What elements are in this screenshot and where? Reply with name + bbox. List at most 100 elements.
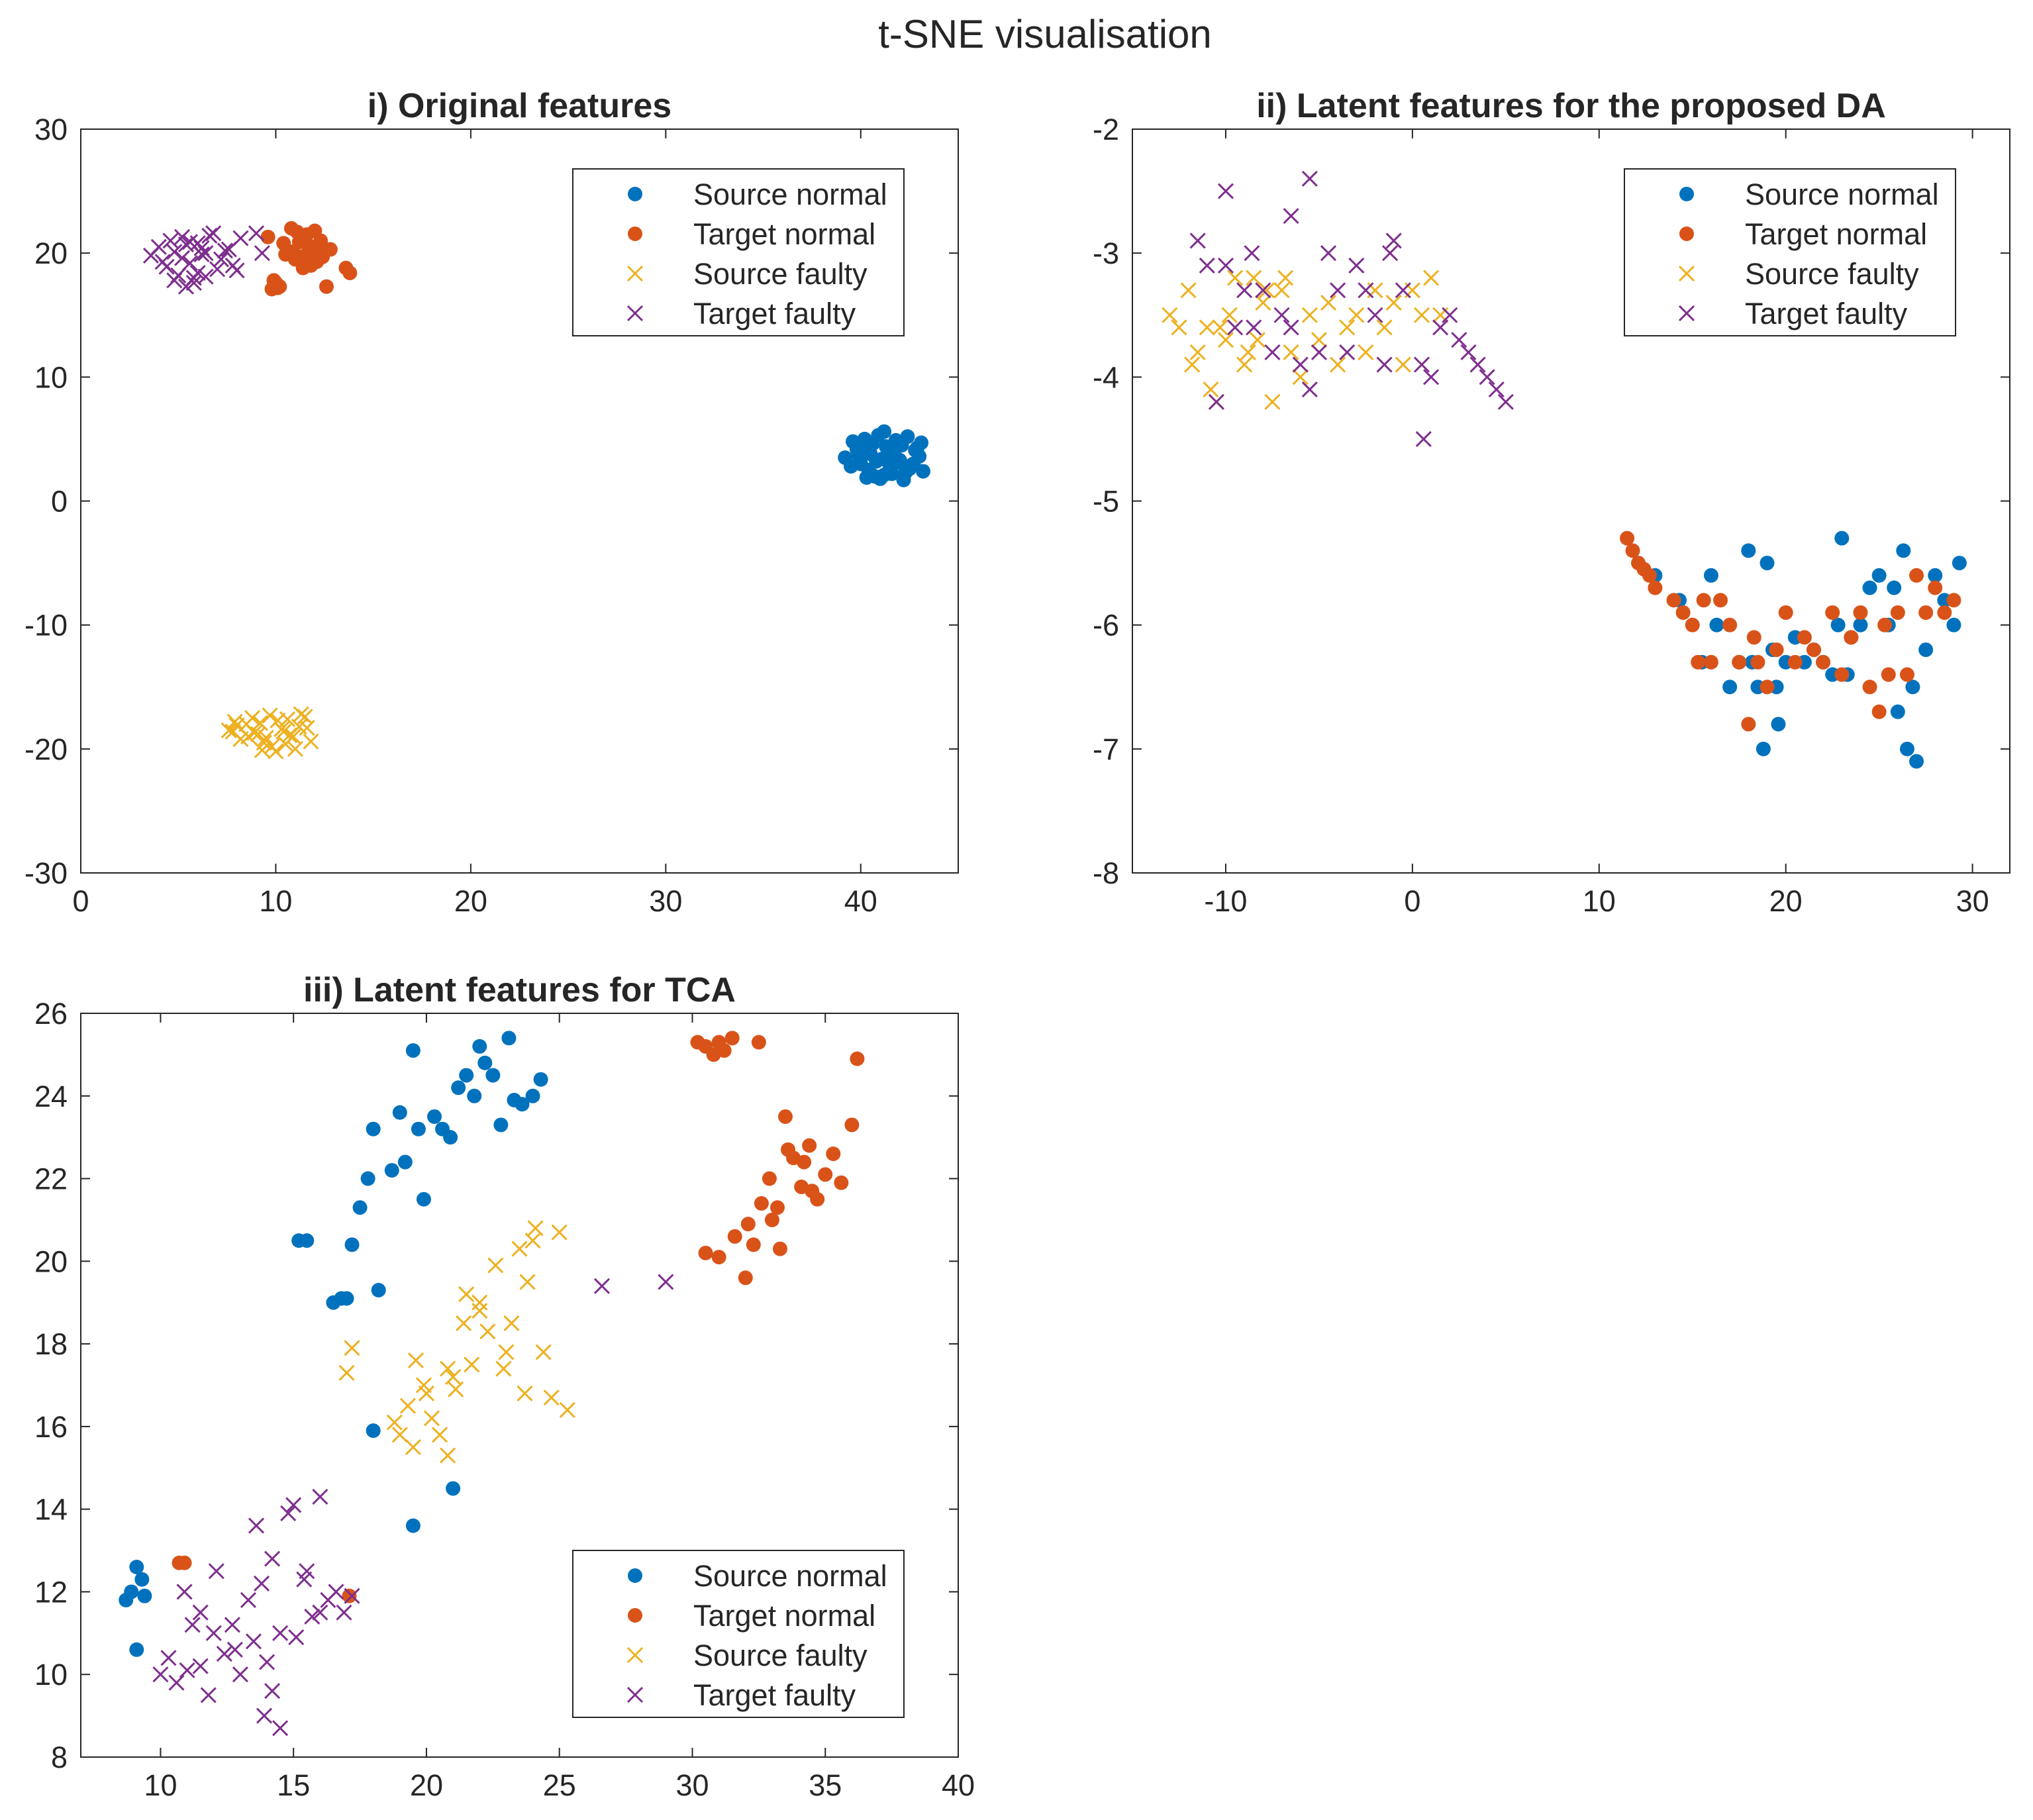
target-faulty-point <box>299 1563 315 1580</box>
target-normal-point <box>270 280 285 295</box>
target-faulty-point <box>344 1588 360 1604</box>
target-normal-point <box>1862 680 1877 695</box>
source-faulty-point <box>543 1390 560 1406</box>
source-faulty-point <box>386 1414 403 1431</box>
legend-label-source-faulty: Source faulty <box>693 1639 868 1672</box>
source-normal-point <box>443 1130 458 1145</box>
y-tick-label: -20 <box>25 733 68 766</box>
legend-box <box>572 1550 905 1718</box>
source-faulty-point <box>1376 319 1393 336</box>
source-normal-point <box>1909 754 1924 769</box>
target-faulty-point <box>256 1707 273 1724</box>
panel-original-features: 0 10 20 30 40 -30 -20 -10 0 10 20 30 i) Original fea… <box>25 87 959 918</box>
source-faulty-point <box>1255 294 1271 311</box>
x-tick-label: 30 <box>675 1768 709 1802</box>
source-faulty-point <box>277 736 294 752</box>
source-faulty-point <box>495 1360 512 1377</box>
target-faulty-point <box>150 238 167 255</box>
target-normal-point <box>738 1270 753 1286</box>
target-normal-point <box>772 1241 787 1256</box>
source-faulty-point <box>448 1381 464 1397</box>
source-faulty-point <box>1171 319 1187 336</box>
source-faulty-point <box>1258 282 1275 299</box>
axes-box <box>80 1013 959 1758</box>
y-tick-label: 20 <box>34 236 68 270</box>
x-tick-label: 25 <box>543 1768 576 1802</box>
source-faulty-point <box>221 722 237 738</box>
source-normal-point <box>134 1572 150 1587</box>
panel-latent-features-tca: 10 15 20 25 30 35 40 8 10 12 14 16 18 20 22 24 26 iii) La… <box>34 971 975 1802</box>
target-faulty-point <box>1246 319 1262 336</box>
target-faulty-point <box>1255 282 1271 299</box>
target-normal-point <box>1722 617 1738 632</box>
y-tick-label: 12 <box>34 1575 68 1609</box>
target-normal-point <box>850 1051 865 1066</box>
target-normal-point <box>717 1043 732 1058</box>
source-normal-point <box>1890 704 1905 719</box>
source-faulty-point <box>511 1240 528 1257</box>
target-faulty-point <box>192 1658 209 1674</box>
x-tick-label: 40 <box>844 884 877 918</box>
x-tick-label: 20 <box>410 1768 443 1802</box>
source-normal-point <box>384 1163 399 1178</box>
legend-label-target-faulty: Target faulty <box>693 1678 856 1712</box>
source-faulty-point <box>244 709 261 727</box>
target-faulty-point <box>336 1604 352 1621</box>
source-normal-point <box>405 1043 421 1058</box>
target-normal-point <box>342 1588 357 1603</box>
target-normal-point <box>1648 580 1663 595</box>
target-faulty-point <box>166 272 183 289</box>
target-faulty-point <box>1292 356 1309 373</box>
x-tick-label: 20 <box>454 884 487 918</box>
y-tick-label: -5 <box>1093 485 1119 519</box>
panel-title: i) Original features <box>368 87 671 125</box>
source-faulty-point <box>303 733 319 750</box>
target-faulty-point <box>1497 393 1514 410</box>
target-faulty-point <box>245 1633 262 1650</box>
source-normal-point <box>501 1031 517 1046</box>
target-faulty-point <box>216 1645 232 1662</box>
y-tick-label: 20 <box>34 1244 68 1278</box>
target-faulty-point <box>162 232 179 249</box>
source-faulty-point <box>287 740 303 757</box>
target-faulty-point <box>1422 369 1440 385</box>
target-faulty-point <box>285 1497 302 1513</box>
target-normal-point <box>1881 667 1896 682</box>
target-normal-point <box>1806 642 1821 658</box>
source-faulty-point <box>224 723 241 740</box>
target-normal-point <box>322 242 338 257</box>
target-faulty-point <box>160 1650 177 1666</box>
legend-marker-target-faulty <box>626 1686 644 1703</box>
target-normal-point <box>781 1142 796 1157</box>
target-faulty-point <box>1358 282 1374 299</box>
target-faulty-point <box>1217 257 1234 274</box>
target-normal-point <box>751 1035 766 1050</box>
target-faulty-point <box>1189 232 1206 249</box>
source-normal-point <box>888 450 903 465</box>
target-faulty-point <box>1226 319 1244 336</box>
target-normal-point <box>1778 605 1793 620</box>
source-normal-point <box>477 1055 493 1070</box>
y-tick-label: 0 <box>51 485 68 519</box>
target-normal-point <box>1928 580 1943 595</box>
source-faulty-point <box>1199 319 1215 336</box>
target-faulty-point <box>1442 307 1458 323</box>
target-normal-point <box>1946 593 1961 608</box>
target-normal-point <box>769 1200 785 1215</box>
target-faulty-point <box>1469 356 1486 373</box>
source-faulty-point <box>270 712 286 729</box>
target-faulty-point <box>1217 183 1234 199</box>
target-normal-point <box>1625 543 1640 558</box>
target-faulty-point <box>1385 232 1402 249</box>
target-faulty-point <box>168 1674 185 1691</box>
source-faulty-point <box>299 719 315 736</box>
x-tick-label: 10 <box>1583 884 1616 918</box>
source-normal-point <box>894 438 909 453</box>
target-normal-point <box>1816 654 1831 670</box>
target-faulty-point <box>224 257 241 274</box>
target-normal-point <box>1620 531 1635 546</box>
source-faulty-point <box>1395 356 1411 373</box>
target-faulty-point <box>177 236 195 253</box>
source-normal-point <box>124 1584 139 1599</box>
